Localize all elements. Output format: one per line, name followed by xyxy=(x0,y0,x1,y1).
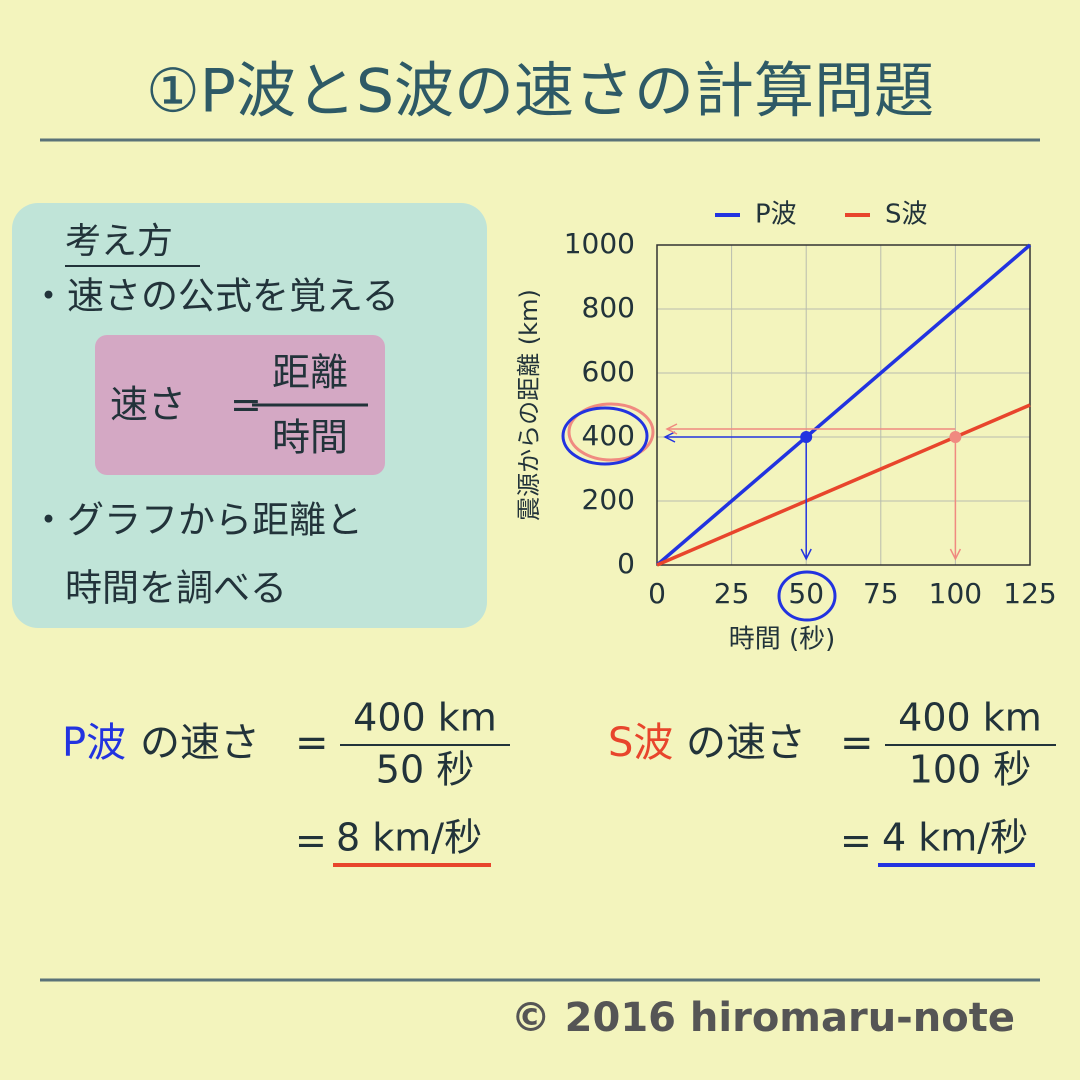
y-axis-label: 震源からの距離 (km) xyxy=(515,289,543,521)
arrow-head xyxy=(663,431,676,443)
hint-heading: 考え方 xyxy=(65,221,173,262)
highlight-circle xyxy=(567,402,655,462)
formula-box xyxy=(95,335,385,475)
result: 8 km/秒 xyxy=(336,816,482,860)
result: 4 km/秒 xyxy=(882,816,1028,860)
formula-left: 速さ xyxy=(110,383,186,427)
y-tick-label: 800 xyxy=(582,291,635,324)
x-tick-label: 125 xyxy=(1003,577,1056,610)
equation-label: の速さ xyxy=(140,720,260,766)
hint-item: ・速さの公式を覚える xyxy=(30,275,399,318)
series-line xyxy=(656,403,1031,567)
arrow-head xyxy=(665,423,678,435)
point xyxy=(800,431,813,443)
hint-item: ・グラフから距離と xyxy=(30,499,363,542)
y-tick-label: 0 xyxy=(617,547,635,580)
numerator: 400 km xyxy=(898,696,1042,740)
highlight-circle xyxy=(777,570,837,622)
formula-numerator: 距離 xyxy=(272,351,348,395)
denominator: 50 秒 xyxy=(376,748,474,792)
y-tick-label: 200 xyxy=(582,483,635,516)
legend-label: S波 xyxy=(885,200,928,230)
title: ①P波とS波の速さの計算問題 xyxy=(146,57,934,127)
y-tick-label: 600 xyxy=(582,355,635,388)
wave-name: S波 xyxy=(608,720,673,766)
result-eq: = xyxy=(840,819,872,863)
y-tick-label: 400 xyxy=(582,419,635,452)
equation-label: の速さ xyxy=(686,720,806,766)
wave-name: P波 xyxy=(62,720,126,766)
y-tick-label: 1000 xyxy=(564,227,635,260)
x-tick-label: 100 xyxy=(929,577,982,610)
arrow-head xyxy=(800,548,812,561)
point xyxy=(949,431,962,443)
hint-item: 時間を調べる xyxy=(65,567,287,610)
legend-label: P波 xyxy=(755,200,797,230)
x-tick-label: 50 xyxy=(788,577,824,610)
x-tick-label: 0 xyxy=(648,577,666,610)
arrow-head xyxy=(949,548,962,561)
highlight-circle xyxy=(561,406,649,466)
chart: 時間 (秒) 震源からの距離 (km) 0 200 400 600 800 1000 0 25… xyxy=(515,200,1057,655)
denominator: 100 秒 xyxy=(909,748,1032,792)
result-eq: = xyxy=(295,819,327,863)
numerator: 400 km xyxy=(353,696,497,740)
formula-denominator: 時間 xyxy=(272,416,348,460)
x-axis-label: 時間 (秒) xyxy=(729,625,836,655)
x-tick-label: 25 xyxy=(714,577,750,610)
series-line xyxy=(655,243,1032,567)
equation-eq: = xyxy=(295,720,329,766)
footer: © 2016 hiromaru-note xyxy=(511,995,1015,1041)
equation-eq: = xyxy=(840,720,874,766)
x-tick-label: 75 xyxy=(863,577,899,610)
